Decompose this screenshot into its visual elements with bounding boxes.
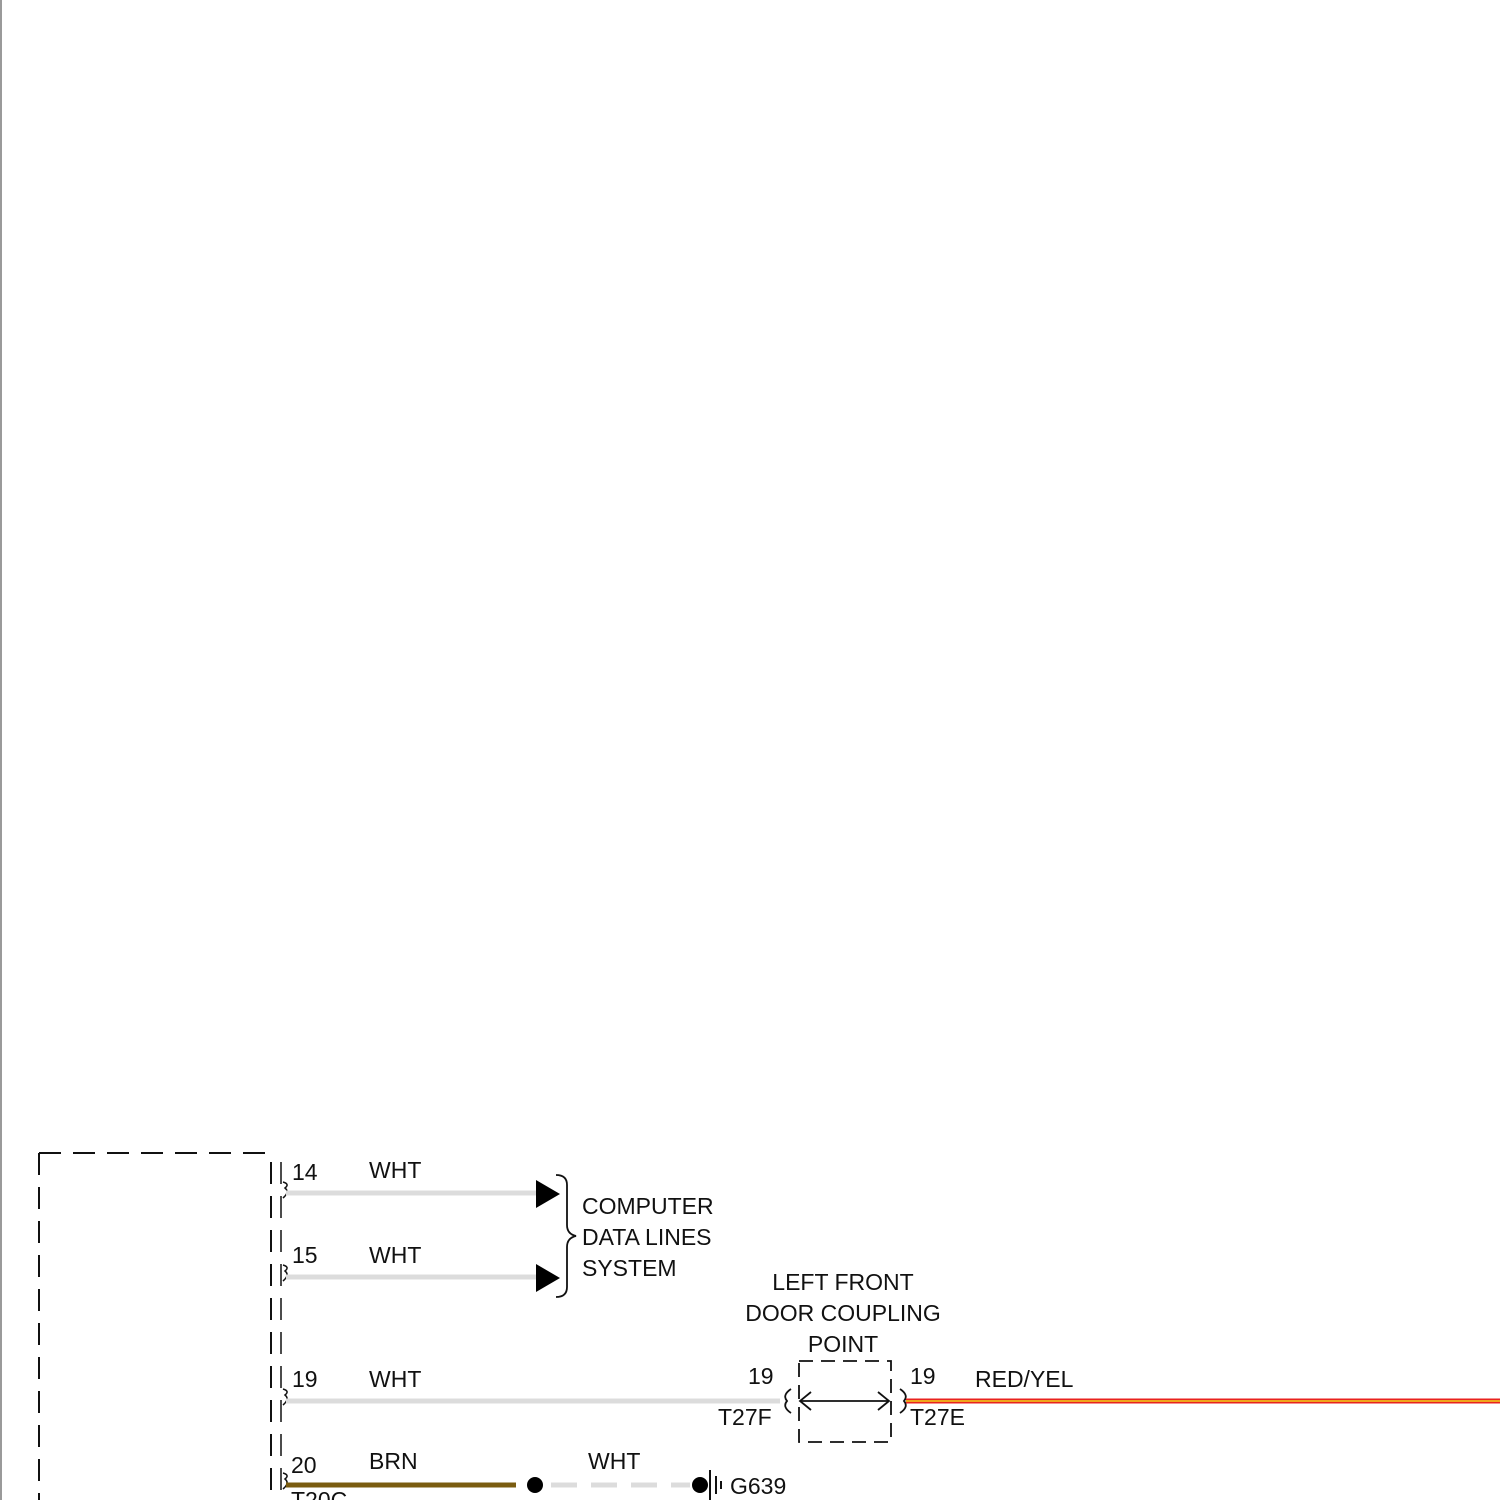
connector-t27f-label: T27F	[718, 1404, 772, 1430]
pin-19-number: 19	[292, 1366, 318, 1392]
wire-15-arrow	[536, 1264, 560, 1292]
coupling-right-pin: 19	[910, 1363, 936, 1389]
ground-g639-label: G639	[730, 1473, 786, 1499]
computer-data-lines-label-1: COMPUTER	[582, 1193, 714, 1219]
connector-t27e-label: T27E	[910, 1404, 965, 1430]
coupling-point-label-3: POINT	[808, 1331, 878, 1357]
splice-dot-right	[692, 1477, 708, 1493]
computer-data-lines-label-2: DATA LINES	[582, 1224, 712, 1250]
pin-14-bracket	[282, 1181, 288, 1199]
page-left-edge	[0, 0, 2, 1500]
wire-19-color: WHT	[369, 1366, 421, 1392]
coupling-arrow-left-head	[798, 1391, 812, 1411]
wire-20-ground-color: WHT	[588, 1448, 640, 1474]
pin-20-number: 20	[291, 1452, 317, 1478]
coupling-point-label-2: DOOR COUPLING	[745, 1300, 941, 1326]
connector-t27f-bracket	[784, 1388, 792, 1414]
wire-20-color: BRN	[369, 1448, 418, 1474]
wire-15-color: WHT	[369, 1242, 421, 1268]
coupling-point-box	[798, 1360, 892, 1443]
connector-t20c-label: T20C	[291, 1487, 347, 1500]
coupling-arrow-right-head	[877, 1391, 891, 1411]
computer-data-lines-label-3: SYSTEM	[582, 1255, 677, 1281]
pin-15-number: 15	[292, 1242, 318, 1268]
control-module-outline	[38, 1152, 272, 1500]
coupling-left-pin: 19	[748, 1363, 774, 1389]
splice-dot-left	[527, 1477, 543, 1493]
connector-t27e-bracket	[899, 1388, 907, 1414]
ground-icon	[709, 1470, 722, 1500]
wire-14-arrow	[536, 1180, 560, 1208]
computer-data-lines-brace	[555, 1174, 577, 1298]
coupling-point-label-1: LEFT FRONT	[772, 1269, 913, 1295]
pin-14-number: 14	[292, 1159, 318, 1185]
wire-14-color: WHT	[369, 1157, 421, 1183]
wire-19-right-color: RED/YEL	[975, 1366, 1074, 1392]
